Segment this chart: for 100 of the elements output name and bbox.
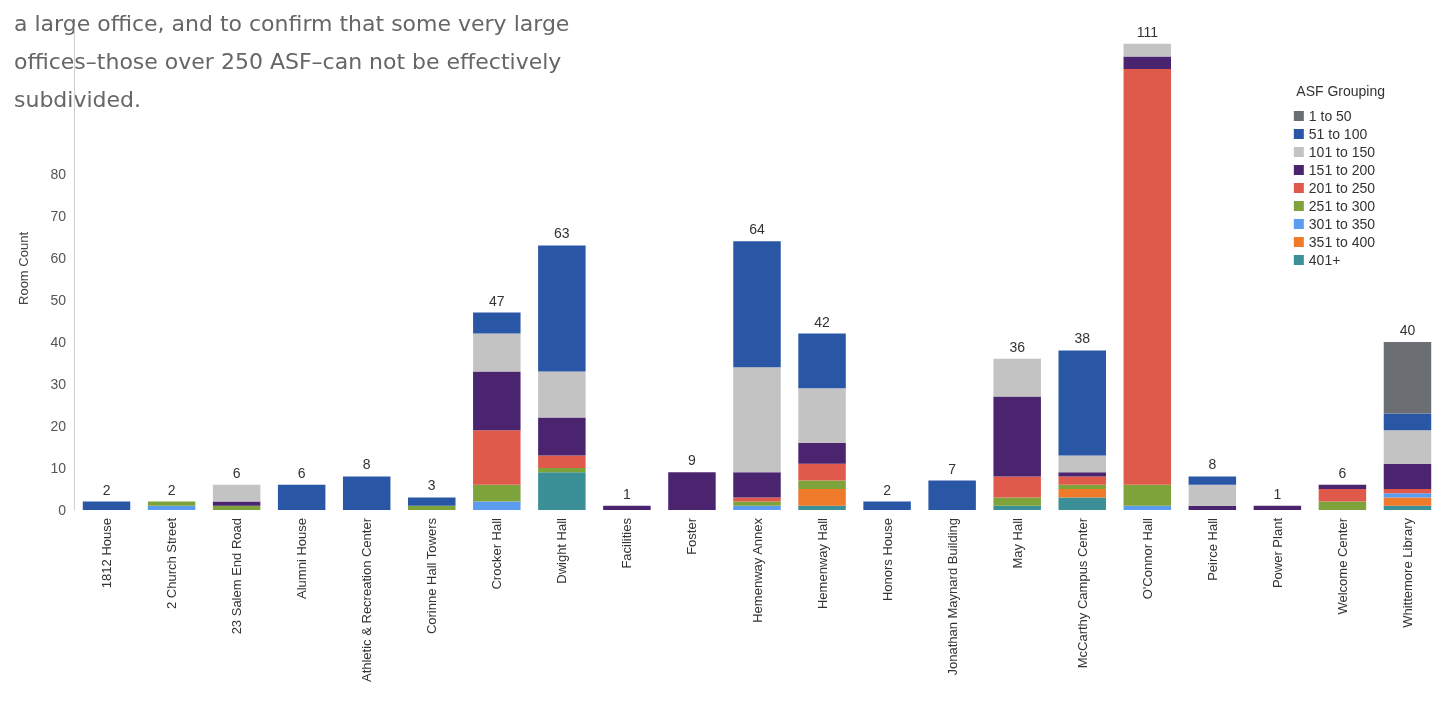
bar [473,333,521,372]
y-tick-label: 60 [50,250,67,266]
legend-label: 151 to 200 [1308,162,1376,178]
bar [473,501,521,510]
bar [473,484,521,502]
bar [538,472,586,510]
x-tick-label: May Hall [1009,517,1025,569]
x-tick-label: Foster [684,517,700,555]
bar [473,312,521,334]
bar [342,476,391,510]
legend-title: ASF Grouping [1296,83,1386,99]
x-tick-label: Peirce Hall [1204,517,1220,581]
legend-label: 301 to 350 [1308,216,1376,232]
bar [733,367,781,473]
bar [993,505,1041,510]
total-label: 2 [883,481,892,498]
bar [408,497,456,506]
total-label: 6 [232,464,241,481]
y-tick-label: 30 [50,376,67,392]
bar [1318,501,1367,510]
bar [733,505,781,510]
x-tick-label: Facilities [619,517,635,569]
bar [1383,493,1432,498]
total-label: 111 [1136,23,1159,40]
total-label: 42 [814,313,831,330]
total-label: 1 [623,485,632,502]
x-tick-label: Hemenway Annex [749,517,765,623]
y-tick-label: 0 [58,502,67,518]
bar [1383,505,1432,510]
bar [1058,497,1106,510]
x-tick-label: Whittemore Library [1399,517,1415,628]
bar [1058,350,1106,456]
x-tick-label: 2 Church Street [164,517,180,610]
bar [1058,472,1106,477]
x-tick-label: 23 Salem End Road [229,518,245,635]
bar [668,472,716,510]
total-label: 38 [1074,330,1091,347]
bar [1188,505,1237,510]
bar [993,476,1041,498]
bar [733,501,781,506]
legend-label: 401+ [1308,252,1341,268]
bar [277,484,326,510]
x-tick-label: Alumni House [294,518,310,599]
bar [538,455,586,468]
total-label: 40 [1399,322,1416,338]
bar [1253,505,1302,510]
total-label: 36 [1009,338,1026,355]
bar [212,501,261,506]
legend-label: 251 to 300 [1308,198,1376,214]
x-tick-label: Athletic & Recreation Center [359,517,375,683]
legend-label: 101 to 150 [1308,144,1376,160]
y-tick-label: 70 [50,208,67,224]
x-tick-label: 1812 House [99,518,115,589]
total-label: 8 [1208,456,1217,473]
bar [733,472,781,498]
bar [993,497,1041,506]
y-tick-label: 10 [50,460,67,476]
x-tick-label: Corinne Hall Towers [424,517,440,635]
bar [1383,463,1432,489]
bar [147,505,196,510]
x-tick-label: O'Connor Hall [1139,517,1155,600]
legend-label: 1 to 50 [1308,108,1352,124]
bar [473,371,521,431]
bar [1123,69,1172,485]
total-label: 63 [554,225,570,242]
x-tick-label: Welcome Center [1334,517,1350,615]
x-tick-label: Crocker Hall [489,517,505,590]
bar [1188,484,1237,506]
y-tick-label: 50 [50,292,67,308]
bar [1318,484,1367,489]
annotation: a large office, and to confirm that some very large offices–those over 250 ASF–can not be effectively subdivided. [14,10,577,112]
bar [1318,489,1367,502]
bar [538,417,586,456]
bar [408,505,456,510]
legend-label: 351 to 400 [1308,234,1376,250]
legend-label: 201 to 250 [1308,180,1376,196]
y-tick-label: 20 [50,418,67,434]
bar [1058,489,1106,498]
bar [1383,413,1432,431]
bar [798,442,846,464]
bar [473,430,521,485]
bar [538,468,586,473]
y-tick-label: 40 [50,334,67,350]
bar [538,245,586,372]
bar [1383,489,1432,494]
total-label: 6 [297,464,306,481]
x-tick-label: McCarthy Campus Center [1074,517,1090,669]
total-label: 2 [167,481,176,498]
bar [538,371,586,418]
bar [1123,56,1172,69]
bar [1123,43,1172,57]
bar [993,396,1041,477]
bar [82,501,131,510]
bar [798,388,846,443]
bar [798,480,846,489]
bar [1383,342,1432,414]
bar [798,463,846,481]
x-tick-label: Dwight Hall [554,517,570,584]
bar [603,505,651,510]
total-label: 6 [1338,464,1347,481]
